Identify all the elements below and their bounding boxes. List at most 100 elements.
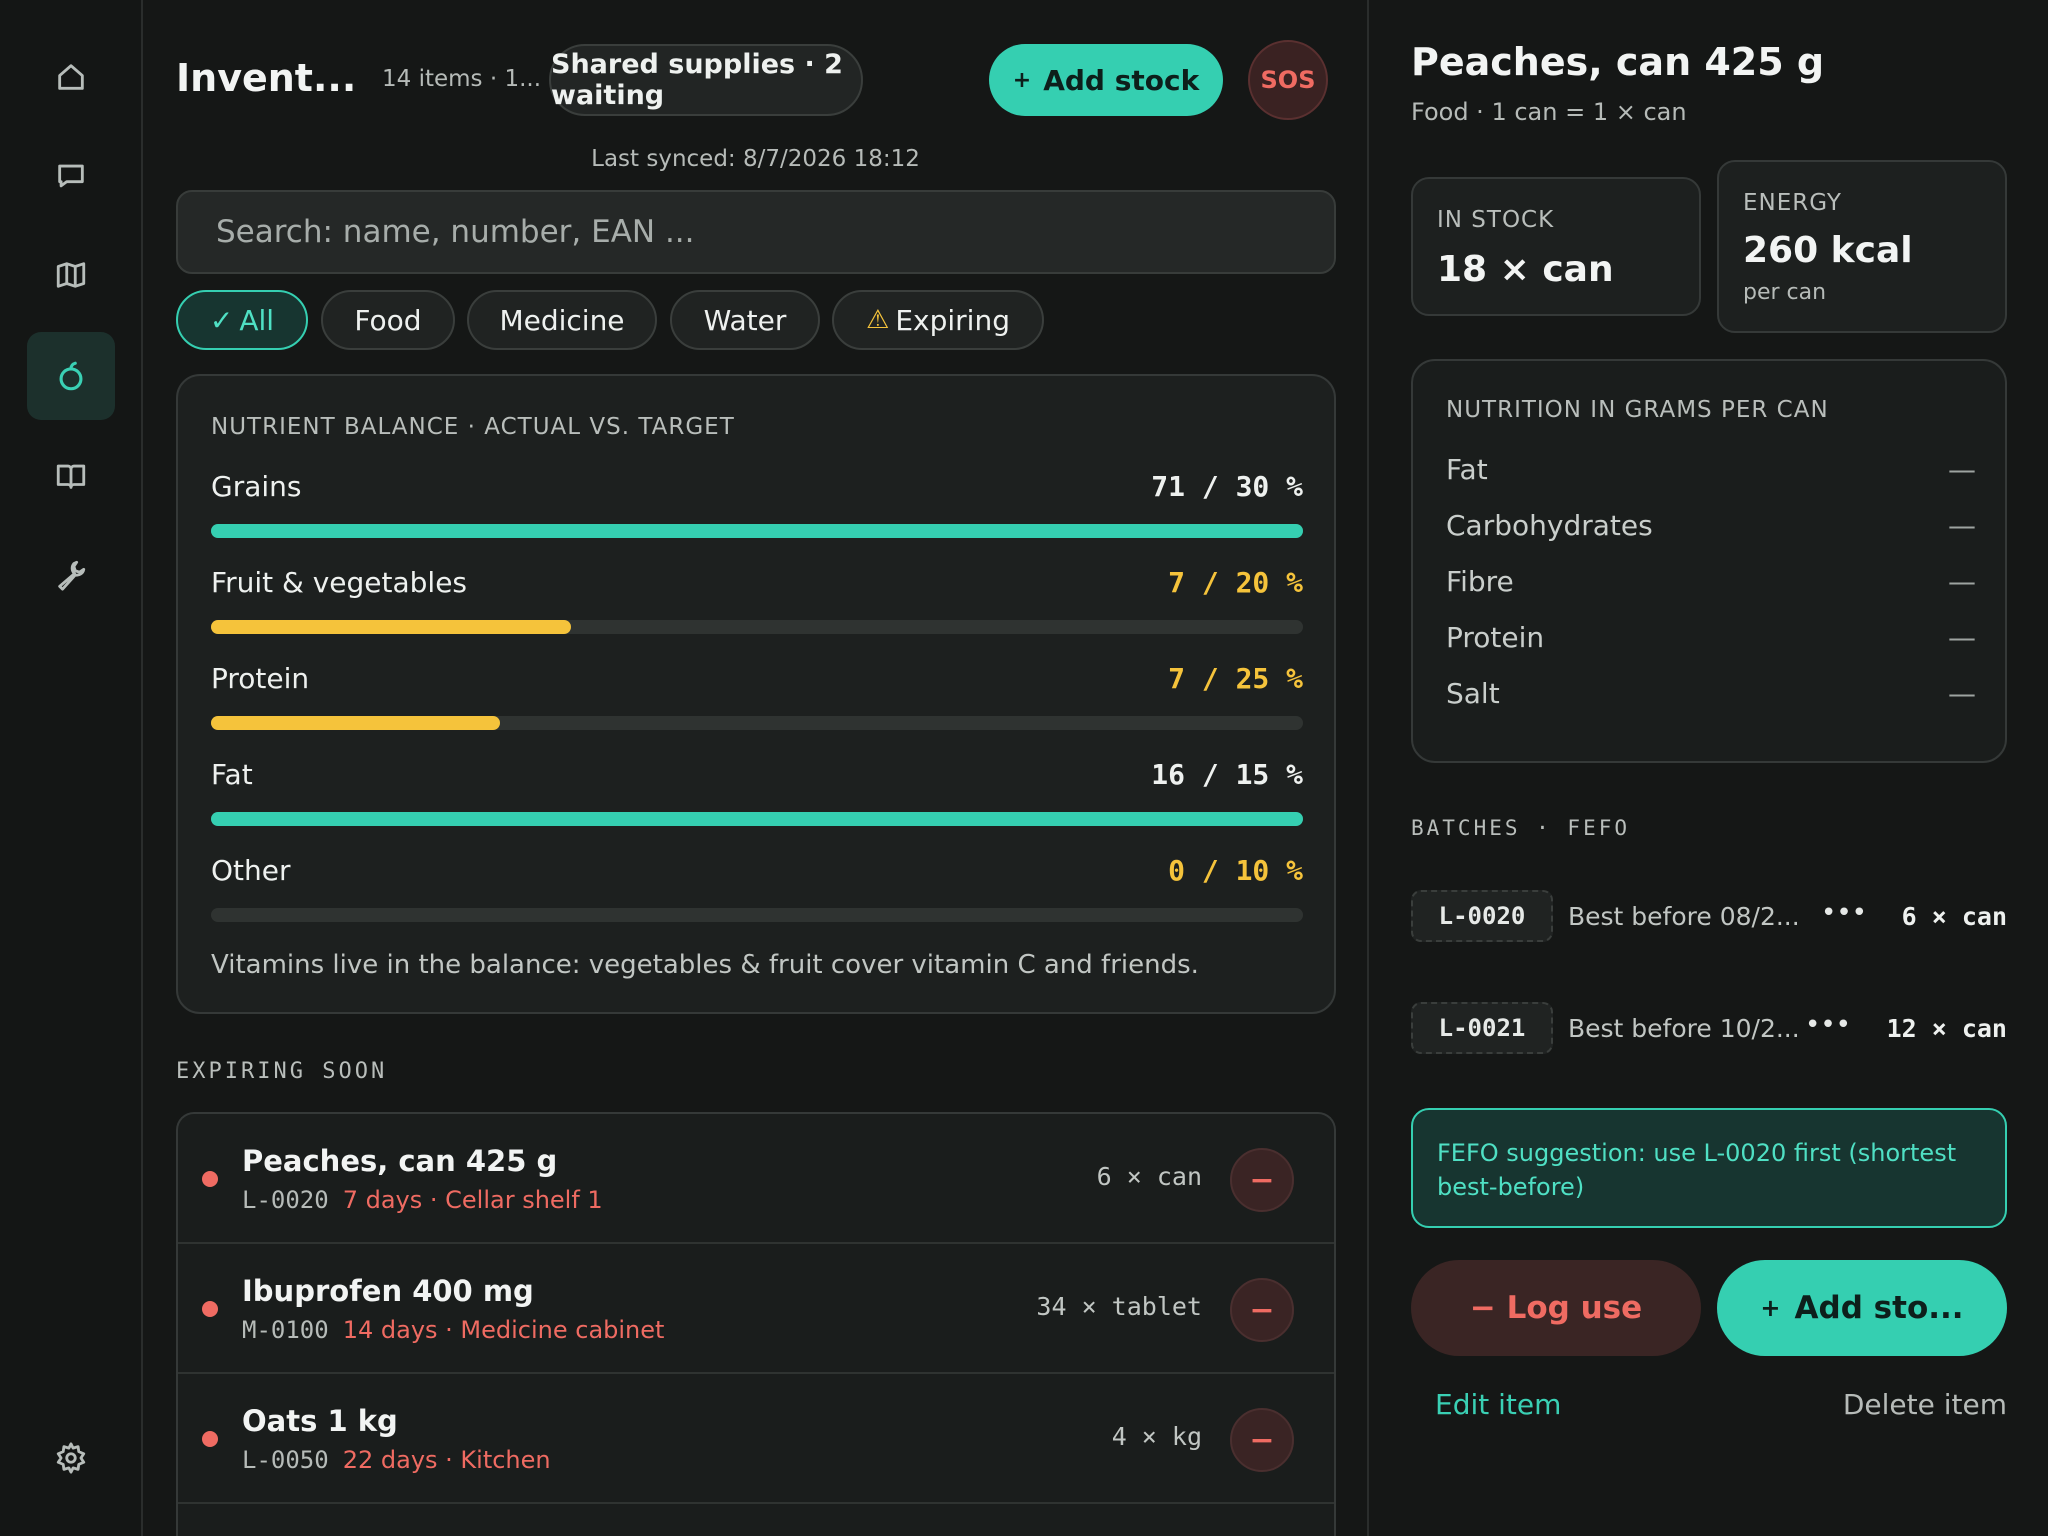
nutrition-row-carbohydrates: Carbohydrates — bbox=[1446, 509, 1976, 542]
decrement-button[interactable]: − bbox=[1230, 1408, 1294, 1472]
delete-item-link[interactable]: Delete item bbox=[1842, 1388, 2007, 1421]
in-stock-card: IN STOCK 18 × can bbox=[1411, 177, 1701, 316]
status-dot-icon bbox=[202, 1431, 218, 1447]
nutrient-value: 0 / 10 % bbox=[1168, 854, 1303, 887]
in-stock-label: IN STOCK bbox=[1437, 207, 1555, 233]
chat-icon bbox=[58, 164, 84, 188]
warning-icon: ⚠ bbox=[866, 305, 890, 335]
nav-inventory[interactable] bbox=[27, 332, 115, 420]
nav-map[interactable] bbox=[27, 231, 115, 319]
nutrient-bar bbox=[211, 716, 1303, 730]
nutrition-row-protein: Protein — bbox=[1446, 621, 1976, 654]
nutrient-value: 7 / 20 % bbox=[1168, 566, 1303, 599]
batch-best-before: Best before 08/2... bbox=[1568, 902, 1800, 931]
item-name: Peaches, can 425 g bbox=[242, 1144, 558, 1178]
sync-status: Last synced: 8/7/2026 18:12 bbox=[591, 146, 920, 172]
status-dot-icon bbox=[202, 1171, 218, 1187]
add-stock-button[interactable]: + Add stock bbox=[989, 44, 1223, 116]
filter-expiring[interactable]: ⚠ Expiring bbox=[832, 290, 1044, 350]
filter-medicine[interactable]: Medicine bbox=[467, 290, 657, 350]
item-name: Ibuprofen 400 mg bbox=[242, 1274, 534, 1308]
panel-divider bbox=[1367, 0, 1369, 1536]
nutrient-bar-fill bbox=[211, 716, 501, 730]
nutrition-card: NUTRITION IN GRAMS PER CAN Fat — Carbohyd… bbox=[1411, 359, 2007, 763]
sidebar bbox=[0, 0, 143, 1536]
book-icon bbox=[56, 464, 86, 489]
nutrient-bar-fill bbox=[211, 620, 572, 634]
nav-guide[interactable] bbox=[27, 432, 115, 520]
detail-panel: Peaches, can 425 g Food · 1 can = 1 × ca… bbox=[1369, 0, 2048, 1536]
nav-messages[interactable] bbox=[27, 132, 115, 220]
item-code: L-0050 bbox=[242, 1446, 329, 1474]
search-input[interactable] bbox=[176, 190, 1336, 274]
home-icon bbox=[58, 64, 84, 90]
shared-supplies-button[interactable]: Shared supplies · 2 waiting bbox=[549, 44, 863, 116]
main-panel: Invent... 14 items · 1... Shared supplie… bbox=[143, 0, 1368, 1536]
nutrient-balance-card: NUTRIENT BALANCE · ACTUAL VS. TARGET Gra… bbox=[176, 374, 1336, 1014]
expiring-soon-heading: EXPIRING SOON bbox=[176, 1059, 388, 1084]
list-item[interactable]: Peaches, can 425 g L-0020 7 days · Cellar… bbox=[178, 1114, 1334, 1244]
check-icon: ✓ bbox=[209, 303, 234, 337]
more-options-icon[interactable]: ••• bbox=[1821, 898, 1868, 928]
nutrition-row-fat: Fat — bbox=[1446, 453, 1976, 486]
list-item[interactable]: Ibuprofen 400 mg M-0100 14 days · Medicin… bbox=[178, 1244, 1334, 1374]
page-title: Invent... bbox=[176, 56, 357, 100]
item-expiry: 22 days · Kitchen bbox=[342, 1446, 551, 1474]
wrench-icon bbox=[58, 560, 86, 591]
item-quantity: 4 × kg bbox=[1111, 1422, 1202, 1451]
nutrient-bar bbox=[211, 908, 1303, 922]
decrement-button[interactable]: − bbox=[1230, 1278, 1294, 1342]
energy-card: ENERGY 260 kcal per can bbox=[1717, 160, 2007, 333]
plus-icon: + bbox=[1760, 1294, 1781, 1322]
log-use-button[interactable]: − Log use bbox=[1411, 1260, 1701, 1356]
nutrition-row-salt: Salt — bbox=[1446, 677, 1976, 710]
item-quantity: 6 × can bbox=[1096, 1162, 1202, 1191]
batch-row: L-0020 Best before 08/2... ••• 6 × can bbox=[1411, 890, 2007, 942]
detail-title: Peaches, can 425 g bbox=[1411, 40, 1825, 84]
filter-all[interactable]: ✓ All bbox=[176, 290, 308, 350]
list-item[interactable]: Oats 1 kg L-0050 22 days · Kitchen 4 × kg… bbox=[178, 1374, 1334, 1504]
add-stock-detail-label: Add sto... bbox=[1794, 1290, 1964, 1326]
nutrient-bar-fill bbox=[211, 812, 1303, 826]
more-options-icon[interactable]: ••• bbox=[1805, 1010, 1852, 1040]
gear-icon bbox=[56, 1442, 86, 1474]
filter-food[interactable]: Food bbox=[321, 290, 455, 350]
fefo-suggestion: FEFO suggestion: use L-0020 first (short… bbox=[1411, 1108, 2007, 1228]
in-stock-value: 18 × can bbox=[1437, 249, 1614, 290]
item-code: L-0020 bbox=[242, 1186, 329, 1214]
nutrient-bar-fill bbox=[211, 524, 1303, 538]
item-name: Oats 1 kg bbox=[242, 1404, 398, 1438]
nutrient-note: Vitamins live in the balance: vegetables… bbox=[211, 950, 1199, 980]
nutrient-balance-title: NUTRIENT BALANCE · ACTUAL VS. TARGET bbox=[211, 414, 735, 440]
batches-heading: BATCHES · FEFO bbox=[1411, 816, 1631, 840]
batch-code: L-0021 bbox=[1411, 1002, 1553, 1054]
nav-home[interactable] bbox=[27, 33, 115, 121]
item-quantity: 34 × tablet bbox=[1036, 1292, 1202, 1321]
energy-label: ENERGY bbox=[1743, 190, 1842, 216]
item-code: M-0100 bbox=[242, 1316, 329, 1344]
nutrient-value: 16 / 15 % bbox=[1151, 758, 1303, 791]
nav-settings[interactable] bbox=[27, 1414, 115, 1502]
detail-subtitle: Food · 1 can = 1 × can bbox=[1411, 98, 1687, 126]
edit-item-link[interactable]: Edit item bbox=[1435, 1388, 1562, 1421]
nutrient-bar bbox=[211, 524, 1303, 538]
item-count: 14 items · 1... bbox=[382, 66, 542, 92]
energy-unit: per can bbox=[1743, 280, 1827, 305]
map-icon bbox=[56, 262, 86, 288]
status-dot-icon bbox=[202, 1301, 218, 1317]
sos-button[interactable]: SOS bbox=[1248, 40, 1328, 120]
item-expiry: 7 days · Cellar shelf 1 bbox=[342, 1186, 603, 1214]
nutrient-bar bbox=[211, 620, 1303, 634]
batch-best-before: Best before 10/2... bbox=[1568, 1014, 1800, 1043]
nutrition-title: NUTRITION IN GRAMS PER CAN bbox=[1446, 397, 1829, 423]
batch-quantity: 12 × can bbox=[1886, 1014, 2007, 1043]
batch-row: L-0021 Best before 10/2... ••• 12 × can bbox=[1411, 1002, 2007, 1054]
batch-quantity: 6 × can bbox=[1901, 902, 2007, 931]
apple-icon bbox=[59, 361, 83, 391]
filter-water[interactable]: Water bbox=[670, 290, 820, 350]
energy-value: 260 kcal bbox=[1743, 230, 1913, 271]
decrement-button[interactable]: − bbox=[1230, 1148, 1294, 1212]
add-stock-label: Add stock bbox=[1043, 63, 1200, 97]
nav-tools[interactable] bbox=[27, 531, 115, 619]
add-stock-detail-button[interactable]: + Add sto... bbox=[1717, 1260, 2007, 1356]
